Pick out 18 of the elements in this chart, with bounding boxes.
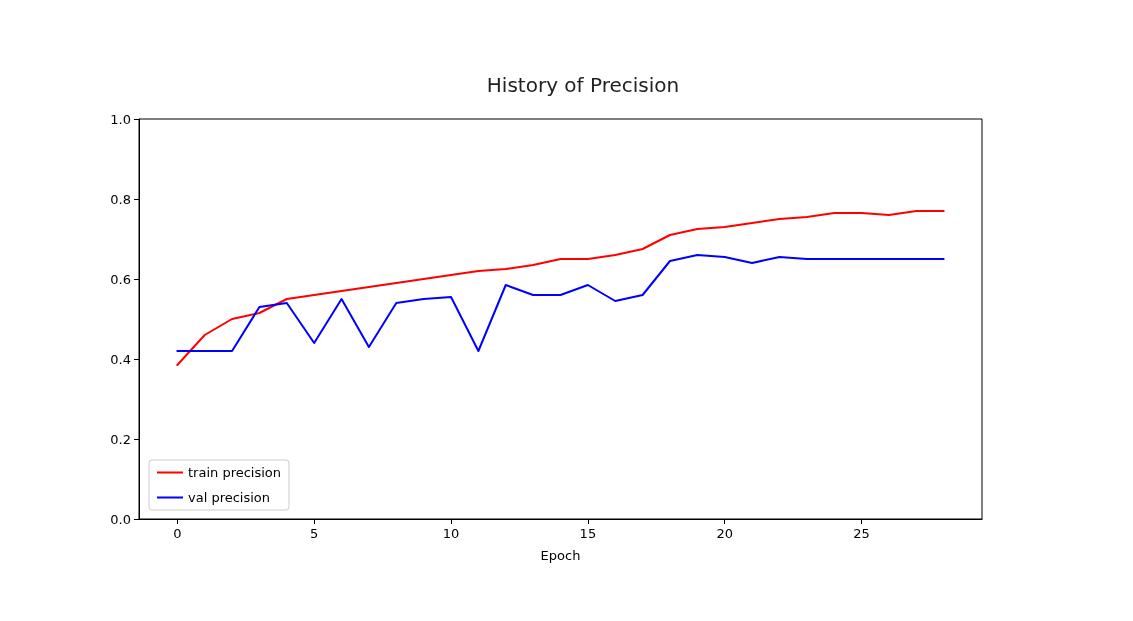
x-tick-label: 20 xyxy=(716,526,733,541)
x-tick-label: 15 xyxy=(579,526,597,541)
y-tick-label: 0.4 xyxy=(110,351,131,367)
x-tick-label: 10 xyxy=(442,526,460,541)
y-tick-label: 0.6 xyxy=(110,271,131,287)
x-axis-title: Epoch xyxy=(540,548,581,563)
y-tick-label: 1.0 xyxy=(110,111,131,127)
legend-label: train precision xyxy=(188,465,282,480)
y-tick-label: 0.0 xyxy=(110,511,131,527)
y-tick-label: 0.2 xyxy=(110,431,131,447)
x-tick-label: 25 xyxy=(853,526,870,541)
x-tick-label: 5 xyxy=(310,526,319,541)
line-series xyxy=(176,254,945,352)
legend-label: val precision xyxy=(188,490,271,505)
line-series xyxy=(176,210,945,366)
chart-title: History of Precision xyxy=(486,73,680,97)
x-tick-label: 0 xyxy=(173,526,182,541)
y-tick-label: 0.8 xyxy=(110,191,131,207)
